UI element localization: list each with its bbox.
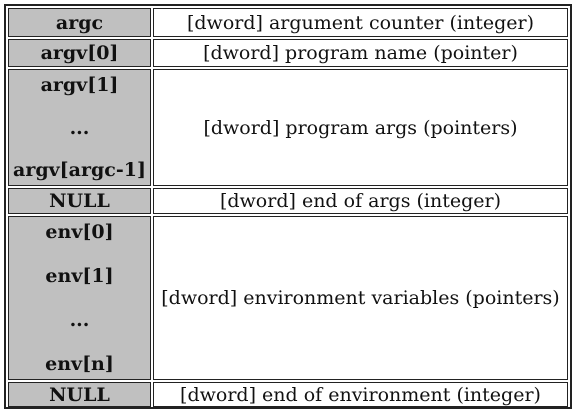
row-label-cell: argv[0]	[8, 39, 151, 67]
label-argv-last: argv[argc-1]	[13, 159, 146, 181]
label-env-1: env[1]	[45, 265, 114, 287]
row-label-cell: NULL	[8, 382, 151, 407]
label-env-0: env[0]	[45, 221, 114, 243]
row-description: [dword] program args (pointers)	[153, 69, 568, 186]
label-ellipsis: ...	[69, 309, 90, 331]
label-null: NULL	[49, 383, 110, 406]
label-argc: argc	[55, 11, 104, 34]
row-label-cell: argv[1] ... argv[argc-1]	[8, 69, 151, 186]
row-env: env[0] env[1] ... env[n] [dword] environ…	[8, 216, 568, 380]
label-env-n: env[n]	[45, 353, 114, 375]
row-null-env: NULL [dword] end of environment (integer…	[8, 382, 568, 407]
row-description: [dword] program name (pointer)	[153, 39, 568, 67]
row-argv-0: argv[0] [dword] program name (pointer)	[8, 39, 568, 67]
row-null-args: NULL [dword] end of args (integer)	[8, 188, 568, 214]
row-description: [dword] end of environment (integer)	[153, 382, 568, 407]
label-argv-1: argv[1]	[40, 74, 119, 96]
row-description: [dword] environment variables (pointers)	[153, 216, 568, 380]
row-label-cell: argc	[8, 8, 151, 37]
label-ellipsis: ...	[69, 116, 90, 139]
row-label-cell: env[0] env[1] ... env[n]	[8, 216, 151, 380]
label-argv-0: argv[0]	[40, 42, 119, 64]
row-argv-args: argv[1] ... argv[argc-1] [dword] program…	[8, 69, 568, 186]
stack-layout-table: argc [dword] argument counter (integer) …	[4, 4, 572, 409]
row-description: [dword] argument counter (integer)	[153, 8, 568, 37]
row-argc: argc [dword] argument counter (integer)	[8, 8, 568, 37]
label-null: NULL	[49, 190, 110, 212]
row-label-cell: NULL	[8, 188, 151, 214]
row-description: [dword] end of args (integer)	[153, 188, 568, 214]
